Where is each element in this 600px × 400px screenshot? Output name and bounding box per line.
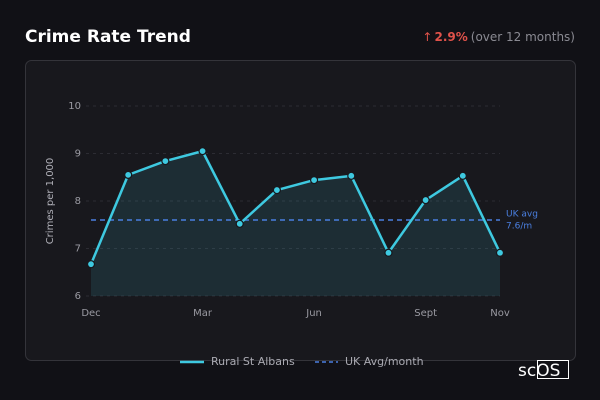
change-note: (over 12 months) [471,30,575,44]
change-arrow: ↑ [422,30,432,44]
point [458,171,467,180]
point [495,248,505,257]
point [86,260,96,269]
brand: scOS [518,361,560,381]
point [384,248,393,257]
reference-value-label: 7.6/m [506,222,532,232]
x-tick-label: Sept [414,308,437,319]
point [161,157,170,166]
line [89,149,502,265]
x-tick-label: Mar [193,308,213,319]
y-tick-label: 10 [68,101,81,112]
reference-label: UK avg [506,210,538,220]
point [272,185,282,195]
y-tick-label: 9 [75,149,81,160]
change-value: 2.9% [434,30,467,44]
y-tick-label: 8 [75,196,81,207]
legend-label: UK Avg/month [345,355,424,368]
chart-title: Crime Rate Trend [25,27,191,47]
point [347,171,356,180]
x-tick-label: Nov [490,308,510,319]
area [91,151,500,296]
legend-label: Rural St Albans [211,355,295,368]
change-summary: ↑ 2.9% (over 12 months) [422,30,575,44]
y-axis-label: Crimes per 1,000 [45,158,56,245]
point [421,195,430,205]
point [198,147,207,156]
point [309,176,319,185]
point [235,219,244,228]
brand-box [537,360,569,379]
x-tick-label: Jun [305,308,322,319]
card [25,60,576,361]
y-tick-label: 6 [75,291,81,302]
point [124,170,133,179]
x-tick-label: Dec [81,308,100,319]
y-tick-label: 7 [75,244,81,255]
